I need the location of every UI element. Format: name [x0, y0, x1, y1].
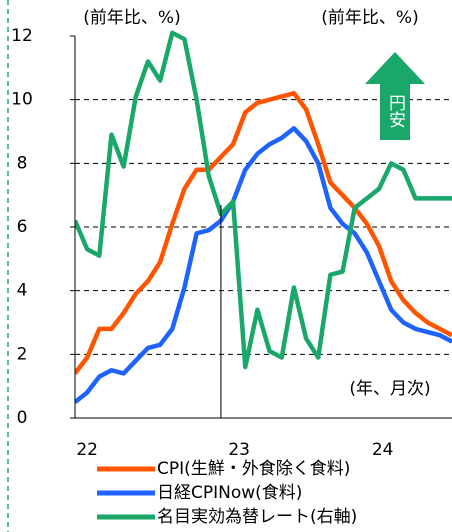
y-tick-label: 12: [11, 26, 33, 46]
series-line: [75, 30, 452, 370]
left-unit: (前年比、%): [83, 8, 180, 28]
y-tick-label: 2: [17, 344, 28, 364]
y-tick-label: 8: [17, 153, 28, 173]
plot: [75, 30, 452, 404]
legend-label: 名目実効為替レート(右軸): [157, 507, 357, 527]
annotation: (年、月次): [349, 379, 430, 399]
x-tick-label: 22: [76, 440, 98, 460]
arrow: [365, 52, 425, 140]
arrow-label: 円安: [385, 94, 405, 128]
y-tick-label: 4: [17, 281, 28, 301]
legend-label: 日経CPINow(食料): [157, 483, 302, 503]
x-tick-label: 23: [228, 440, 250, 460]
right-unit: (前年比、%): [321, 8, 418, 28]
legend-label: CPI(生鮮・外食除く食料): [157, 459, 350, 479]
y-tick-label: 0: [17, 408, 28, 428]
series-line: [75, 91, 452, 375]
x-tick-label: 24: [372, 440, 394, 460]
series-line: [75, 126, 452, 404]
y-tick-label: 6: [17, 217, 28, 237]
y-tick-label: 10: [11, 90, 33, 110]
